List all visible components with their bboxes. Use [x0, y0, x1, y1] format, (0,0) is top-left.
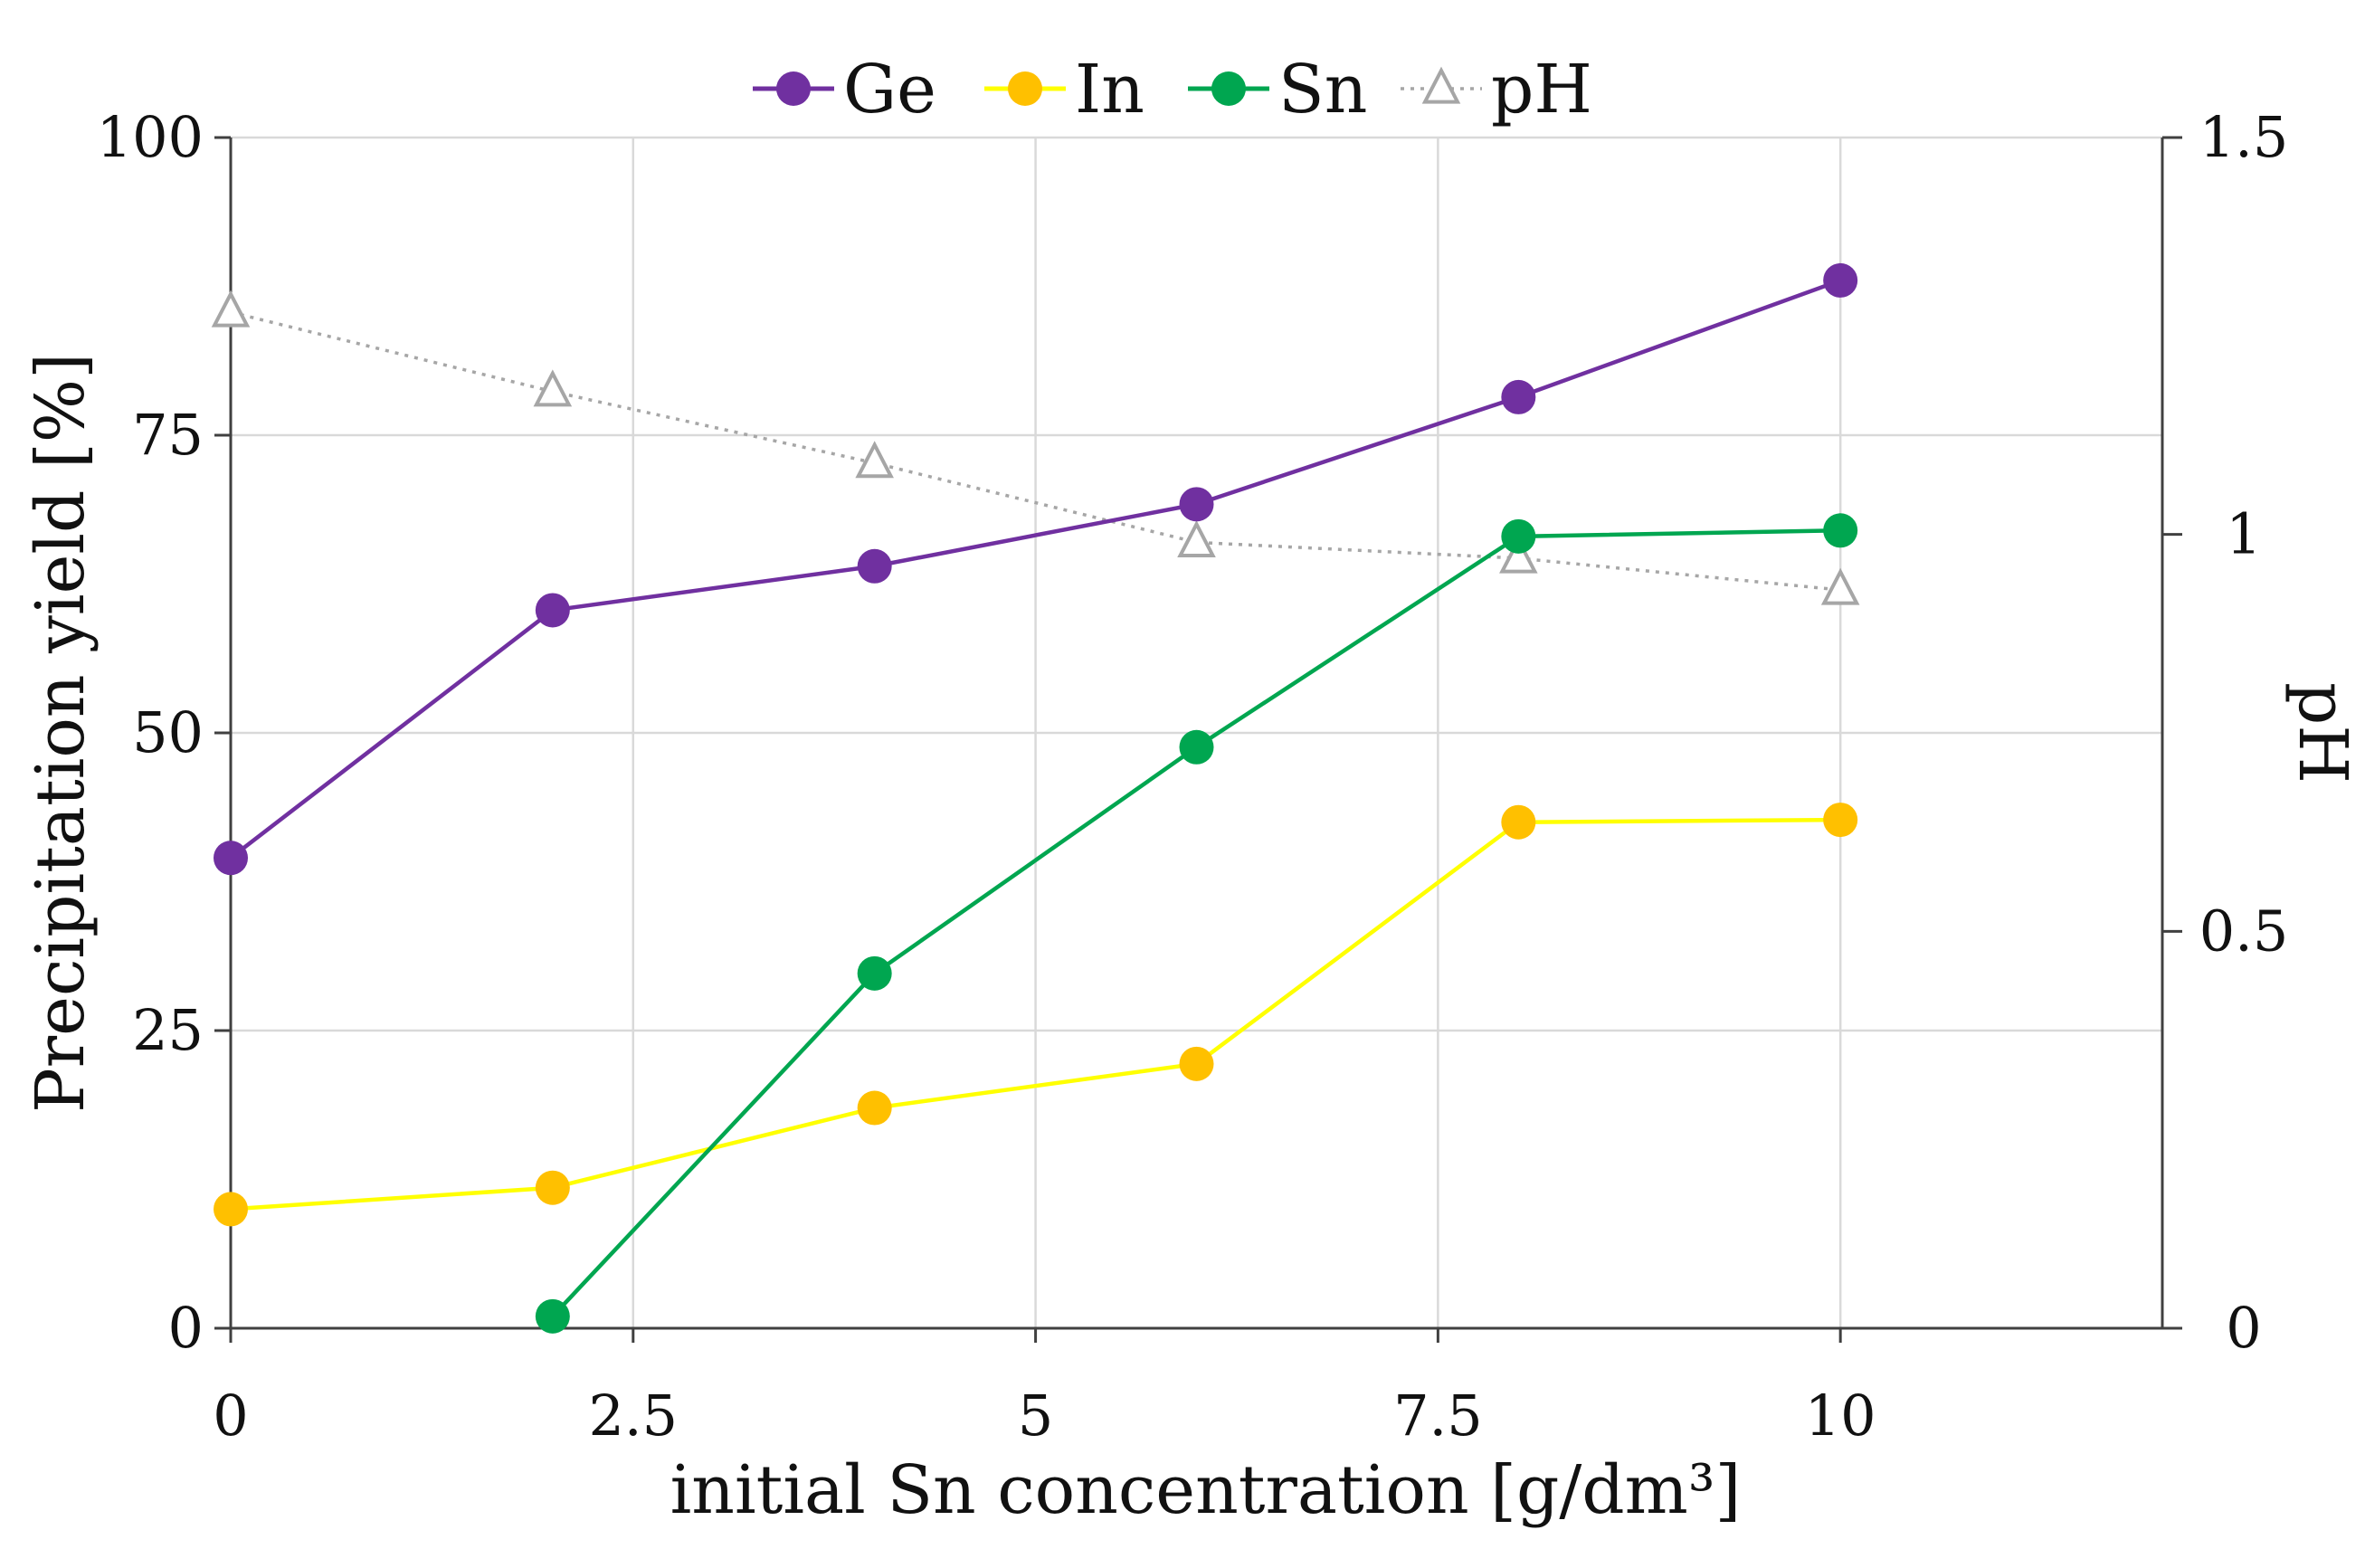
x-tick-label-1: 2.5: [588, 1383, 678, 1449]
series-line-ph: [230, 310, 1841, 592]
x-tick-label-0: 0: [213, 1383, 248, 1449]
point-ge-3: [1179, 487, 1214, 522]
y2-axis-title: pH: [2284, 682, 2361, 784]
legend-item-sn: Sn: [1188, 51, 1367, 128]
series-line-in: [230, 817, 1841, 1212]
point-in-5: [1823, 803, 1858, 838]
grid-lines: [231, 136, 2162, 1328]
legend-label-in: In: [1075, 51, 1145, 128]
point-ph-1: [533, 369, 573, 407]
point-ge-2: [857, 548, 892, 584]
tick-labels: 0 25 50 75 100 0 0.5 1 1.5 0 2.5 5 7.5 10: [97, 104, 2289, 1449]
x-tick-label-3: 7.5: [1393, 1383, 1483, 1449]
point-ph-3: [1177, 520, 1216, 558]
legend: Ge In Sn pH: [753, 51, 1592, 128]
legend-item-in: In: [984, 51, 1145, 128]
point-ge-0: [214, 841, 248, 876]
point-sn-2: [1179, 729, 1214, 765]
point-sn-4: [1823, 513, 1858, 548]
point-sn-0: [535, 1298, 570, 1334]
y2-tick-label-2: 1: [2226, 501, 2261, 567]
series-ge: [214, 262, 1858, 876]
legend-marker-in: [1008, 71, 1042, 106]
legend-label-sn: Sn: [1278, 51, 1367, 128]
point-in-1: [535, 1170, 570, 1205]
point-ph-4: [1499, 536, 1538, 574]
series-in: [214, 803, 1858, 1227]
y2-tick-label-3: 1.5: [2199, 104, 2289, 170]
y-tick-label-3: 75: [132, 402, 204, 468]
series-ph: [211, 290, 1860, 605]
legend-item-ph: pH: [1401, 51, 1592, 128]
data-series: [211, 262, 1860, 1334]
y-tick-label-0: 0: [168, 1295, 204, 1361]
y-axis-title: Precipitation yield [%]: [22, 353, 100, 1113]
point-in-4: [1501, 804, 1536, 840]
y-tick-label-2: 50: [132, 699, 204, 765]
y2-tick-label-1: 0.5: [2199, 898, 2289, 964]
point-ge-5: [1823, 262, 1858, 298]
point-ph-5: [1820, 567, 1860, 605]
point-sn-3: [1501, 518, 1536, 554]
point-in-0: [214, 1192, 248, 1227]
legend-label-ge: Ge: [843, 51, 936, 128]
point-ge-4: [1501, 379, 1536, 414]
y2-tick-label-0: 0: [2226, 1295, 2261, 1361]
series-sn: [535, 513, 1858, 1334]
point-in-2: [857, 1090, 892, 1126]
legend-label-ph: pH: [1491, 51, 1592, 128]
y-tick-label-1: 25: [132, 997, 204, 1063]
point-ph-2: [855, 441, 894, 479]
x-tick-label-2: 5: [1018, 1383, 1053, 1449]
legend-marker-ph: [1421, 66, 1461, 104]
x-tick-label-4: 10: [1805, 1383, 1876, 1449]
x-axis-title: initial Sn concentration [g/dm³]: [670, 1451, 1742, 1529]
legend-marker-sn: [1211, 71, 1246, 106]
series-line-ge: [229, 278, 1841, 860]
legend-item-ge: Ge: [753, 51, 936, 128]
y-tick-label-4: 100: [97, 104, 204, 170]
point-ge-1: [535, 593, 570, 628]
point-ph-0: [211, 290, 251, 328]
point-sn-1: [857, 955, 892, 991]
point-in-3: [1179, 1046, 1214, 1081]
legend-marker-ge: [776, 71, 811, 106]
